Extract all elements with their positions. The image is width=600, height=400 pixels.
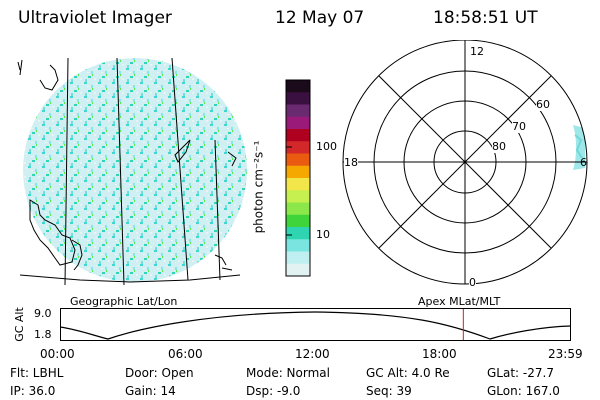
status-mode: Mode: Normal bbox=[246, 366, 330, 380]
colorbar-tick-10: 10 bbox=[316, 228, 330, 241]
colorbar-swatch bbox=[286, 92, 310, 105]
x-tick-1200: 12:00 bbox=[295, 347, 330, 361]
hour-label-0: 0 bbox=[469, 276, 476, 289]
status-glon: GLon: 167.0 bbox=[487, 384, 560, 398]
colorbar-swatch bbox=[286, 263, 310, 277]
polar-grid bbox=[342, 40, 588, 285]
colorbar-tick-100: 100 bbox=[316, 140, 337, 153]
colorbar-swatch bbox=[286, 202, 310, 216]
colorbar bbox=[285, 79, 311, 277]
status-dsp: Dsp: -9.0 bbox=[246, 384, 301, 398]
colorbar-swatches bbox=[286, 80, 310, 277]
uv-emission-disc bbox=[23, 58, 247, 282]
coastline-outlines bbox=[17, 59, 241, 283]
colorbar-swatch bbox=[286, 165, 310, 179]
status-glat: GLat: -27.7 bbox=[487, 366, 554, 380]
colorbar-swatch bbox=[286, 153, 310, 167]
x-tick-1800: 18:00 bbox=[422, 347, 457, 361]
lat-label-70: 70 bbox=[512, 120, 526, 133]
x-tick-0000: 00:00 bbox=[40, 347, 75, 361]
x-tick-2359: 23:59 bbox=[548, 347, 583, 361]
lat-label-60: 60 bbox=[536, 98, 550, 111]
colorbar-swatch bbox=[286, 239, 310, 252]
altitude-curve bbox=[60, 311, 571, 340]
hour-label-18: 18 bbox=[344, 156, 358, 169]
colorbar-swatch bbox=[286, 178, 310, 191]
status-door: Door: Open bbox=[125, 366, 194, 380]
status-seq: Seq: 39 bbox=[366, 384, 412, 398]
colorbar-swatch bbox=[286, 251, 310, 265]
colorbar-swatch bbox=[286, 80, 310, 93]
geographic-image bbox=[17, 57, 247, 285]
hour-label-6: 6 bbox=[580, 156, 587, 169]
apex-caption: Apex MLat/MLT bbox=[418, 295, 501, 308]
colorbar-swatch bbox=[286, 129, 310, 142]
lat-label-80: 80 bbox=[492, 140, 506, 153]
app-title: Ultraviolet Imager bbox=[18, 8, 172, 28]
colorbar-swatch bbox=[286, 116, 310, 130]
altitude-min: 1.8 bbox=[34, 328, 52, 341]
altitude-axis-label: GC Alt bbox=[12, 307, 26, 342]
colorbar-unit-label: photon cm⁻²s⁻¹ bbox=[251, 140, 266, 234]
status-ip: IP: 36.0 bbox=[10, 384, 56, 398]
colorbar-swatch bbox=[286, 141, 310, 154]
observation-date: 12 May 07 bbox=[275, 8, 365, 28]
x-tick-0600: 06:00 bbox=[168, 347, 203, 361]
geographic-caption: Geographic Lat/Lon bbox=[70, 295, 178, 308]
colorbar-swatch bbox=[286, 214, 310, 228]
altitude-max: 9.0 bbox=[34, 307, 52, 320]
hour-label-12: 12 bbox=[470, 45, 484, 58]
observation-time: 18:58:51 UT bbox=[433, 8, 538, 28]
status-gain: Gain: 14 bbox=[125, 384, 176, 398]
status-gc-alt: GC Alt: 4.0 Re bbox=[366, 366, 450, 380]
colorbar-swatch bbox=[286, 104, 310, 118]
status-filter: Flt: LBHL bbox=[10, 366, 64, 380]
colorbar-swatch bbox=[286, 190, 310, 203]
colorbar-swatch bbox=[286, 227, 310, 240]
altitude-plot bbox=[60, 308, 571, 341]
